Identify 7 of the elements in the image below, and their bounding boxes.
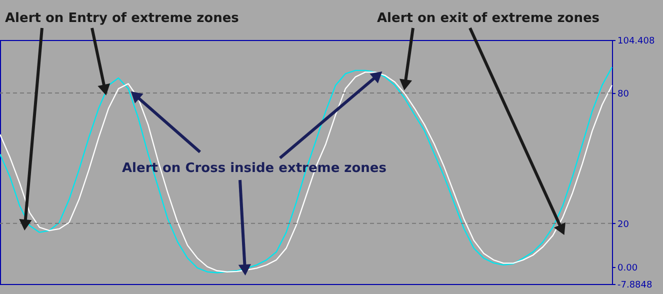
text: Alert on exit of extreme zones [377,11,600,26]
y-tick-label: 104.408 [618,36,655,46]
y-tick-label: -7.8848 [618,280,653,290]
text: Alert on Entry of extreme zones [5,11,240,26]
y-tick-label: 80 [618,90,630,100]
y-tick-label: 20 [618,220,630,230]
y-tick-label: 0.00 [618,263,638,274]
